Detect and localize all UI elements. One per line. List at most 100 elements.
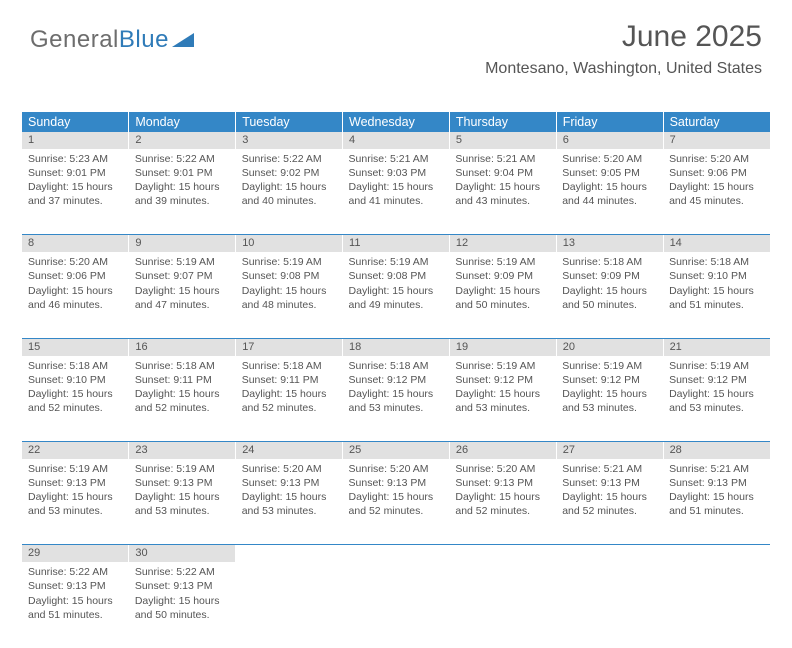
- header-right: June 2025 Montesano, Washington, United …: [485, 20, 762, 78]
- sunset-line: Sunset: 9:03 PM: [349, 166, 444, 180]
- sunrise-line: Sunrise: 5:19 AM: [135, 462, 230, 476]
- day-number-cell: 29: [22, 545, 129, 562]
- sunset-line: Sunset: 9:13 PM: [562, 476, 657, 490]
- sunrise-line: Sunrise: 5:20 AM: [562, 152, 657, 166]
- day-content-cell: Sunrise: 5:18 AMSunset: 9:10 PMDaylight:…: [663, 252, 770, 338]
- day-number-cell: [556, 545, 663, 562]
- sunset-line: Sunset: 9:09 PM: [562, 269, 657, 283]
- sunrise-line: Sunrise: 5:20 AM: [455, 462, 550, 476]
- sunrise-line: Sunrise: 5:18 AM: [562, 255, 657, 269]
- sunset-line: Sunset: 9:10 PM: [28, 373, 123, 387]
- logo-text-blue: Blue: [119, 26, 169, 53]
- sunset-line: Sunset: 9:11 PM: [135, 373, 230, 387]
- logo: GeneralBlue: [30, 26, 194, 54]
- day-content-cell: Sunrise: 5:21 AMSunset: 9:13 PMDaylight:…: [663, 459, 770, 545]
- daylight-line: Daylight: 15 hours and 53 minutes.: [669, 387, 764, 415]
- day-number-cell: 9: [129, 235, 236, 252]
- day-content-cell: Sunrise: 5:19 AMSunset: 9:09 PMDaylight:…: [449, 252, 556, 338]
- weekday-thursday: Thursday: [449, 112, 556, 132]
- day-number-cell: 18: [343, 338, 450, 355]
- page-title: June 2025: [485, 20, 762, 54]
- weekday-sunday: Sunday: [22, 112, 129, 132]
- location-text: Montesano, Washington, United States: [485, 60, 762, 78]
- sunrise-line: Sunrise: 5:18 AM: [349, 359, 444, 373]
- sunset-line: Sunset: 9:13 PM: [135, 476, 230, 490]
- weekday-wednesday: Wednesday: [343, 112, 450, 132]
- day-number-cell: 15: [22, 338, 129, 355]
- daylight-line: Daylight: 15 hours and 53 minutes.: [242, 490, 337, 518]
- sunrise-line: Sunrise: 5:18 AM: [669, 255, 764, 269]
- weekday-monday: Monday: [129, 112, 236, 132]
- daylight-line: Daylight: 15 hours and 49 minutes.: [349, 284, 444, 312]
- day-content-cell: Sunrise: 5:21 AMSunset: 9:03 PMDaylight:…: [343, 149, 450, 235]
- daylight-line: Daylight: 15 hours and 52 minutes.: [455, 490, 550, 518]
- day-content-cell: Sunrise: 5:20 AMSunset: 9:13 PMDaylight:…: [343, 459, 450, 545]
- sunset-line: Sunset: 9:06 PM: [669, 166, 764, 180]
- day-content-cell: Sunrise: 5:19 AMSunset: 9:12 PMDaylight:…: [556, 356, 663, 442]
- sunset-line: Sunset: 9:08 PM: [349, 269, 444, 283]
- daylight-line: Daylight: 15 hours and 47 minutes.: [135, 284, 230, 312]
- sunrise-line: Sunrise: 5:22 AM: [135, 152, 230, 166]
- sunrise-line: Sunrise: 5:19 AM: [349, 255, 444, 269]
- day-number-cell: 30: [129, 545, 236, 562]
- logo-text-general: General: [30, 26, 119, 53]
- sunset-line: Sunset: 9:06 PM: [28, 269, 123, 283]
- content-row: Sunrise: 5:19 AMSunset: 9:13 PMDaylight:…: [22, 459, 770, 545]
- daylight-line: Daylight: 15 hours and 46 minutes.: [28, 284, 123, 312]
- sunrise-line: Sunrise: 5:20 AM: [349, 462, 444, 476]
- day-number-cell: 27: [556, 442, 663, 459]
- sunset-line: Sunset: 9:13 PM: [455, 476, 550, 490]
- weekday-tuesday: Tuesday: [236, 112, 343, 132]
- day-content-cell: [343, 562, 450, 648]
- sunset-line: Sunset: 9:04 PM: [455, 166, 550, 180]
- day-content-cell: Sunrise: 5:19 AMSunset: 9:13 PMDaylight:…: [129, 459, 236, 545]
- day-number-cell: 25: [343, 442, 450, 459]
- daylight-line: Daylight: 15 hours and 53 minutes.: [562, 387, 657, 415]
- day-content-cell: Sunrise: 5:19 AMSunset: 9:08 PMDaylight:…: [343, 252, 450, 338]
- sunset-line: Sunset: 9:12 PM: [349, 373, 444, 387]
- day-content-cell: Sunrise: 5:18 AMSunset: 9:10 PMDaylight:…: [22, 356, 129, 442]
- daylight-line: Daylight: 15 hours and 48 minutes.: [242, 284, 337, 312]
- daylight-line: Daylight: 15 hours and 52 minutes.: [562, 490, 657, 518]
- day-content-cell: Sunrise: 5:22 AMSunset: 9:01 PMDaylight:…: [129, 149, 236, 235]
- sunrise-line: Sunrise: 5:20 AM: [28, 255, 123, 269]
- day-number-cell: [663, 545, 770, 562]
- sunset-line: Sunset: 9:05 PM: [562, 166, 657, 180]
- daynum-row: 891011121314: [22, 235, 770, 252]
- sunset-line: Sunset: 9:12 PM: [669, 373, 764, 387]
- day-number-cell: 24: [236, 442, 343, 459]
- sunrise-line: Sunrise: 5:23 AM: [28, 152, 123, 166]
- daylight-line: Daylight: 15 hours and 45 minutes.: [669, 180, 764, 208]
- sunset-line: Sunset: 9:13 PM: [28, 476, 123, 490]
- sunrise-line: Sunrise: 5:22 AM: [28, 565, 123, 579]
- sunrise-line: Sunrise: 5:21 AM: [562, 462, 657, 476]
- day-number-cell: 1: [22, 132, 129, 149]
- daylight-line: Daylight: 15 hours and 50 minutes.: [562, 284, 657, 312]
- day-number-cell: [343, 545, 450, 562]
- sunrise-line: Sunrise: 5:19 AM: [669, 359, 764, 373]
- daynum-row: 22232425262728: [22, 442, 770, 459]
- daylight-line: Daylight: 15 hours and 53 minutes.: [349, 387, 444, 415]
- day-content-cell: Sunrise: 5:18 AMSunset: 9:12 PMDaylight:…: [343, 356, 450, 442]
- sunrise-line: Sunrise: 5:19 AM: [455, 255, 550, 269]
- day-content-cell: [556, 562, 663, 648]
- day-content-cell: Sunrise: 5:19 AMSunset: 9:12 PMDaylight:…: [663, 356, 770, 442]
- day-content-cell: Sunrise: 5:20 AMSunset: 9:06 PMDaylight:…: [663, 149, 770, 235]
- day-content-cell: Sunrise: 5:18 AMSunset: 9:11 PMDaylight:…: [236, 356, 343, 442]
- day-number-cell: 20: [556, 338, 663, 355]
- sunset-line: Sunset: 9:07 PM: [135, 269, 230, 283]
- daylight-line: Daylight: 15 hours and 52 minutes.: [349, 490, 444, 518]
- day-number-cell: 14: [663, 235, 770, 252]
- weekday-saturday: Saturday: [663, 112, 770, 132]
- daylight-line: Daylight: 15 hours and 51 minutes.: [669, 490, 764, 518]
- day-number-cell: 19: [449, 338, 556, 355]
- sunset-line: Sunset: 9:13 PM: [135, 579, 230, 593]
- day-content-cell: Sunrise: 5:19 AMSunset: 9:08 PMDaylight:…: [236, 252, 343, 338]
- content-row: Sunrise: 5:18 AM Sunset: 9:10 PM Daylight:…: [22, 356, 770, 442]
- day-content-cell: [236, 562, 343, 648]
- day-content-cell: Sunrise: 5:19 AMSunset: 9:07 PMDaylight:…: [129, 252, 236, 338]
- daylight-line: Daylight: 15 hours and 53 minutes.: [28, 490, 123, 518]
- day-number-cell: 6: [556, 132, 663, 149]
- sunset-line: Sunset: 9:12 PM: [455, 373, 550, 387]
- daylight-line: Daylight: 15 hours and 43 minutes.: [455, 180, 550, 208]
